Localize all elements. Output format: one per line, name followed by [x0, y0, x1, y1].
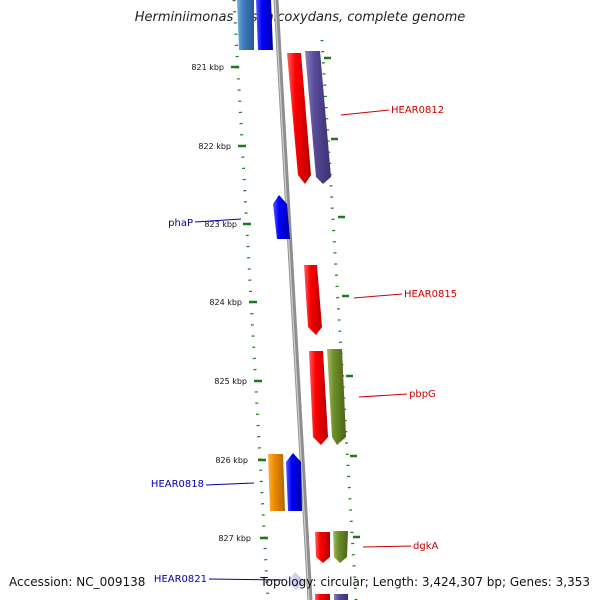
label-leader	[358, 393, 408, 398]
tick-label: 822 kbp	[198, 142, 231, 151]
gene-feature[interactable]	[286, 453, 302, 511]
gene-label[interactable]: HEAR0812	[391, 105, 444, 116]
gene-features[interactable]	[237, 0, 348, 600]
label-leader	[340, 109, 390, 116]
tick-label: 826 kbp	[215, 456, 248, 465]
label-leader	[194, 218, 242, 223]
gene-label[interactable]: dgkA	[413, 541, 438, 552]
tick-label: 824 kbp	[209, 298, 242, 307]
gene-feature[interactable]	[305, 51, 331, 184]
scale-ticks: 821 kbp 822 kbp 823 kbp 824 kbp 825 kbp …	[191, 63, 268, 543]
label-leader	[205, 482, 255, 486]
gene-feature[interactable]	[287, 572, 305, 590]
right-ticks	[324, 56, 360, 539]
tick-label: 821 kbp	[191, 63, 224, 72]
gene-feature[interactable]	[268, 454, 285, 511]
gene-feature[interactable]	[334, 594, 348, 600]
map-title: Herminiimonas arsenicoxydans, complete g…	[134, 10, 466, 25]
label-leader	[353, 293, 403, 299]
gene-label[interactable]: HEAR0815	[404, 289, 457, 300]
tick-label: 827 kbp	[218, 534, 251, 543]
gene-label[interactable]: HEAR0821	[154, 574, 207, 585]
tick-label: 825 kbp	[214, 377, 247, 386]
gene-feature[interactable]	[309, 351, 328, 445]
gene-feature[interactable]	[304, 265, 322, 335]
gene-feature[interactable]	[315, 532, 330, 563]
gene-label[interactable]: phaP	[168, 218, 193, 229]
gene-label[interactable]: pbpG	[409, 389, 436, 400]
right-guide-dots	[320, 39, 358, 600]
gene-feature[interactable]	[273, 195, 290, 239]
label-leader	[362, 545, 412, 548]
gene-feature[interactable]	[237, 0, 254, 50]
gene-feature[interactable]	[315, 594, 330, 600]
gene-feature[interactable]	[333, 531, 348, 563]
genome-backbone-highlight	[274, 0, 310, 600]
gene-label[interactable]: HEAR0818	[151, 479, 204, 490]
genome-summary-text: Topology: circular; Length: 3,424,307 bp…	[260, 575, 590, 589]
genome-backbone	[273, 0, 313, 600]
gene-labels: HEAR0812 phaP HEAR0815 pbpG HEAR0818 dgk…	[151, 105, 457, 585]
gene-feature[interactable]	[287, 53, 311, 184]
tick-label: 823 kbp	[204, 220, 237, 229]
gene-feature[interactable]	[256, 0, 273, 50]
label-leader	[208, 578, 284, 581]
accession-text: Accession: NC_009138	[9, 575, 146, 589]
gene-feature[interactable]	[327, 349, 346, 445]
